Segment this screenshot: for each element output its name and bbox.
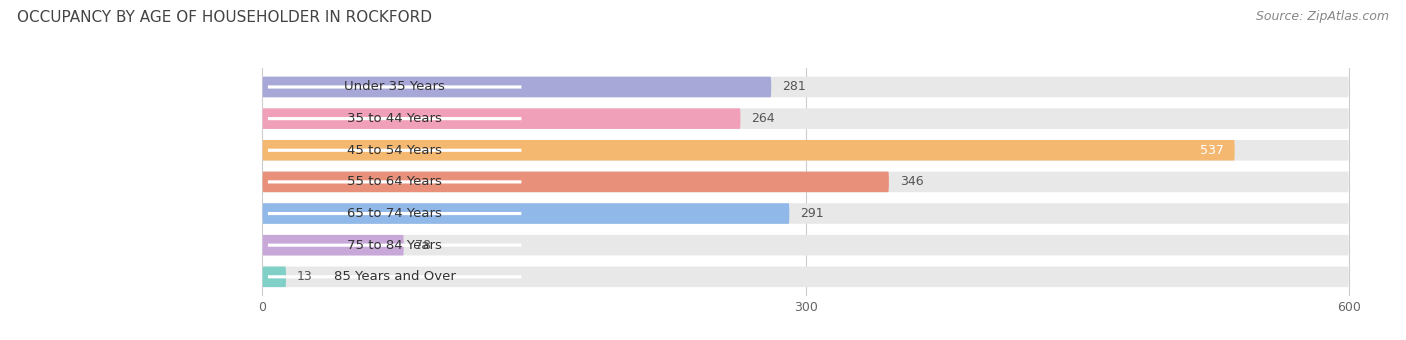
- FancyBboxPatch shape: [263, 172, 889, 192]
- Text: 291: 291: [800, 207, 824, 220]
- FancyBboxPatch shape: [263, 108, 741, 129]
- Text: 45 to 54 Years: 45 to 54 Years: [347, 144, 441, 157]
- FancyBboxPatch shape: [263, 140, 1348, 160]
- FancyBboxPatch shape: [263, 267, 285, 287]
- FancyBboxPatch shape: [263, 140, 1234, 160]
- FancyBboxPatch shape: [267, 180, 522, 184]
- FancyBboxPatch shape: [267, 117, 522, 120]
- Text: 35 to 44 Years: 35 to 44 Years: [347, 112, 441, 125]
- Text: Source: ZipAtlas.com: Source: ZipAtlas.com: [1256, 10, 1389, 23]
- FancyBboxPatch shape: [267, 149, 522, 152]
- FancyBboxPatch shape: [263, 235, 404, 255]
- FancyBboxPatch shape: [263, 203, 789, 224]
- FancyBboxPatch shape: [267, 85, 522, 88]
- Text: 78: 78: [415, 239, 430, 252]
- FancyBboxPatch shape: [263, 172, 1348, 192]
- FancyBboxPatch shape: [263, 108, 1348, 129]
- Text: OCCUPANCY BY AGE OF HOUSEHOLDER IN ROCKFORD: OCCUPANCY BY AGE OF HOUSEHOLDER IN ROCKF…: [17, 10, 432, 25]
- Text: 537: 537: [1199, 144, 1223, 157]
- Text: Under 35 Years: Under 35 Years: [344, 81, 446, 94]
- FancyBboxPatch shape: [263, 77, 772, 97]
- FancyBboxPatch shape: [267, 243, 522, 247]
- FancyBboxPatch shape: [263, 203, 1348, 224]
- Text: 85 Years and Over: 85 Years and Over: [333, 270, 456, 283]
- Text: 346: 346: [900, 175, 924, 188]
- Text: 55 to 64 Years: 55 to 64 Years: [347, 175, 441, 188]
- Text: 13: 13: [297, 270, 312, 283]
- Text: 65 to 74 Years: 65 to 74 Years: [347, 207, 441, 220]
- FancyBboxPatch shape: [263, 77, 1348, 97]
- FancyBboxPatch shape: [263, 235, 1348, 255]
- FancyBboxPatch shape: [267, 275, 522, 278]
- Text: 264: 264: [751, 112, 775, 125]
- FancyBboxPatch shape: [267, 212, 522, 215]
- Text: 281: 281: [782, 81, 806, 94]
- Text: 75 to 84 Years: 75 to 84 Years: [347, 239, 441, 252]
- FancyBboxPatch shape: [263, 267, 1348, 287]
